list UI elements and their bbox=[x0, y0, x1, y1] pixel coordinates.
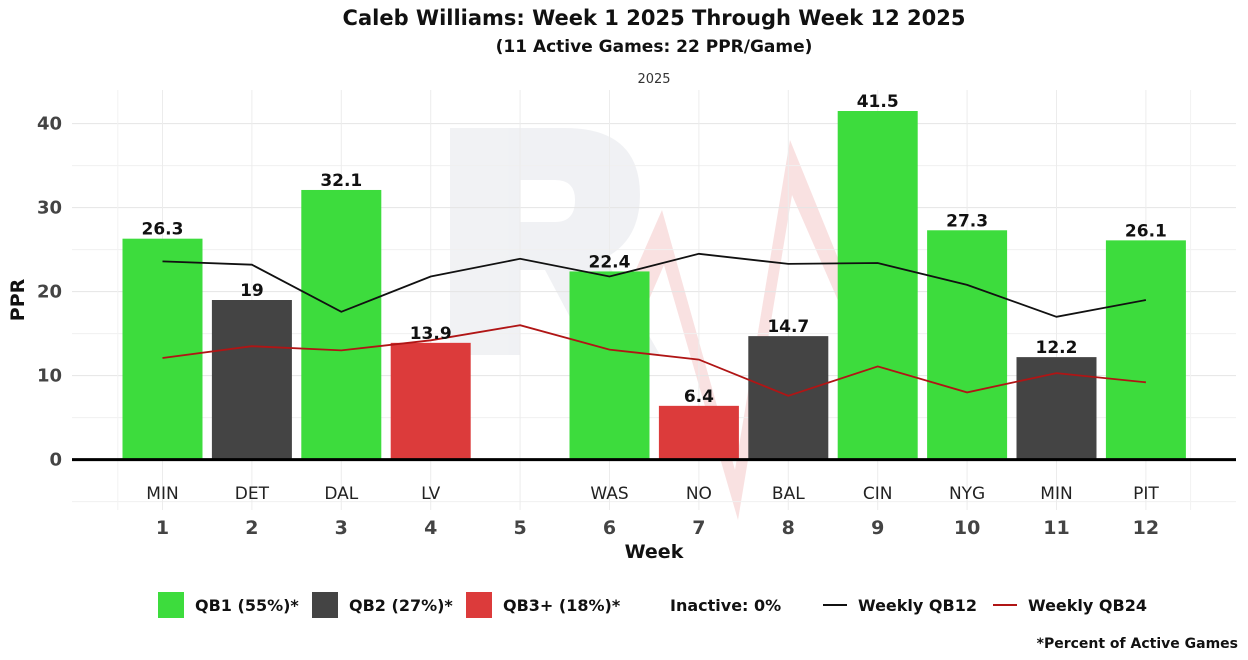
bar-value-label: 19 bbox=[240, 281, 264, 301]
bar-week-10 bbox=[927, 230, 1008, 460]
legend-label: QB2 (27%)* bbox=[349, 596, 453, 615]
y-tick-label: 10 bbox=[37, 366, 62, 387]
bar-value-label: 13.9 bbox=[410, 324, 452, 344]
x-tick-label: 2 bbox=[245, 517, 258, 539]
opponent-label: WAS bbox=[590, 484, 628, 504]
legend-label: Weekly QB12 bbox=[858, 596, 977, 615]
axes: 0 10 20 30 40 1 MIN 2 DET 3 DAL 4 LV 5 6 WAS 7 NO 8 BAL 9 CIN… bbox=[37, 114, 1236, 539]
legend-label: QB3+ (18%)* bbox=[503, 596, 621, 615]
line-weekly-qb12 bbox=[162, 252, 1147, 318]
trend-lines bbox=[162, 252, 1147, 397]
bar-value-label: 12.2 bbox=[1036, 338, 1078, 358]
legend: QB1 (55%)* QB2 (27%)* QB3+ (18%)* Inactive:… bbox=[158, 592, 1147, 618]
x-tick-label: 3 bbox=[335, 517, 348, 539]
legend-label: Inactive: 0% bbox=[670, 596, 781, 615]
x-tick-label: 8 bbox=[782, 517, 795, 539]
opponent-label: CIN bbox=[863, 484, 893, 504]
bar-value-label: 32.1 bbox=[320, 171, 362, 191]
bar-value-label: 6.4 bbox=[684, 387, 714, 407]
x-axis-title: Week bbox=[625, 541, 684, 563]
x-tick-label: 5 bbox=[513, 517, 526, 539]
legend-swatch bbox=[158, 592, 184, 618]
bar-week-12 bbox=[1105, 240, 1186, 460]
bar-value-label: 26.3 bbox=[142, 220, 184, 240]
y-tick-label: 30 bbox=[37, 198, 62, 219]
bar-week-7 bbox=[658, 405, 739, 460]
x-tick-label: 10 bbox=[954, 517, 980, 539]
opponent-label: DET bbox=[235, 484, 270, 504]
bar-value-label: 22.4 bbox=[589, 252, 631, 272]
bar-value-label: 14.7 bbox=[767, 317, 809, 337]
footnote: *Percent of Active Games bbox=[1037, 636, 1238, 652]
opponent-label: PIT bbox=[1133, 484, 1159, 504]
bar-week-3 bbox=[301, 189, 382, 460]
y-tick-label: 20 bbox=[37, 282, 62, 303]
bar-week-6 bbox=[569, 271, 650, 460]
opponent-label: MIN bbox=[146, 484, 178, 504]
chart-title: Caleb Williams: Week 1 2025 Through Week… bbox=[343, 6, 966, 30]
bar-week-4 bbox=[390, 342, 471, 460]
x-tick-label: 11 bbox=[1043, 517, 1069, 539]
x-tick-label: 9 bbox=[871, 517, 884, 539]
legend-swatch bbox=[466, 592, 492, 618]
legend-label: QB1 (55%)* bbox=[195, 596, 299, 615]
bar-value-label: 41.5 bbox=[857, 92, 899, 112]
bar-labels: 26.3 19 32.1 13.9 22.4 6.4 14.7 41.5 27.3 12.2 26.… bbox=[142, 92, 1167, 407]
opponent-label: BAL bbox=[772, 484, 805, 504]
line-weekly-qb24 bbox=[162, 324, 1146, 397]
x-tick-label: 7 bbox=[692, 517, 705, 539]
legend-label: Weekly QB24 bbox=[1028, 596, 1147, 615]
x-tick-label: 4 bbox=[424, 517, 437, 539]
bars bbox=[122, 111, 1186, 460]
opponent-label: DAL bbox=[324, 484, 358, 504]
x-tick-label: 12 bbox=[1133, 517, 1159, 539]
y-tick-label: 0 bbox=[49, 450, 62, 471]
facet-label: 2025 bbox=[637, 72, 670, 87]
bar-week-2 bbox=[211, 300, 292, 460]
bar-week-9 bbox=[837, 111, 918, 460]
opponent-label: LV bbox=[421, 484, 441, 504]
opponent-label: MIN bbox=[1040, 484, 1072, 504]
bar-value-label: 27.3 bbox=[946, 211, 988, 231]
x-tick-label: 1 bbox=[156, 517, 169, 539]
opponent-label: NYG bbox=[949, 484, 985, 504]
y-axis-title: PPR bbox=[7, 278, 29, 321]
chart-subtitle: (11 Active Games: 22 PPR/Game) bbox=[496, 37, 813, 57]
y-tick-label: 40 bbox=[37, 114, 62, 135]
bar-week-1 bbox=[122, 238, 203, 460]
bar-week-8 bbox=[748, 336, 829, 460]
x-tick-label: 6 bbox=[603, 517, 616, 539]
bar-value-label: 26.1 bbox=[1125, 221, 1167, 241]
opponent-label: NO bbox=[686, 484, 712, 504]
legend-swatch bbox=[312, 592, 338, 618]
bar-week-11 bbox=[1016, 357, 1097, 460]
